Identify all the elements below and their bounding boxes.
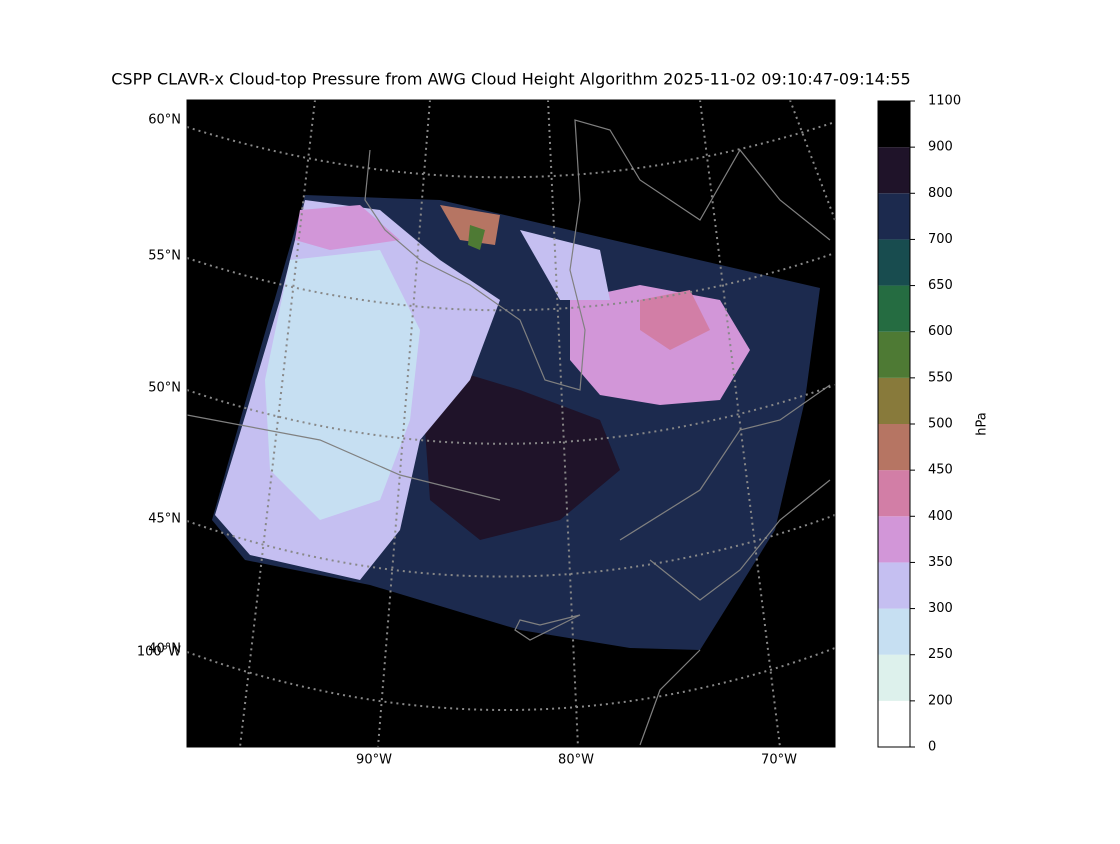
colorbar-tick-label: 500 xyxy=(928,417,953,432)
colorbar-tick-label: 450 xyxy=(928,463,953,478)
coastline xyxy=(186,119,831,746)
colorbar-tick-label: 650 xyxy=(928,278,953,293)
colorbar-segment xyxy=(878,654,910,701)
colorbar-label: hPa xyxy=(975,412,990,435)
meridian xyxy=(239,99,316,748)
cloud-region xyxy=(295,205,400,250)
colorbar-tick-label: 600 xyxy=(928,324,953,339)
lon-label: 80°W xyxy=(558,753,594,768)
parallel xyxy=(186,514,836,578)
title: CSPP CLAVR-x Cloud-top Pressure from AWG… xyxy=(111,70,910,89)
cloud-region xyxy=(640,290,710,350)
colorbar: 0 200 250 300 350 400 450 500 550 600 650 700 800 900… xyxy=(877,94,961,755)
colorbar-tick-label: 300 xyxy=(928,601,953,616)
lat-label: 55°N xyxy=(148,249,181,264)
colorbar-segment xyxy=(878,562,910,609)
parallel xyxy=(186,647,836,711)
colorbar-segment xyxy=(878,331,910,378)
lon-label: 90°W xyxy=(356,753,392,768)
lat-label: 60°N xyxy=(148,113,181,128)
colorbar-tick-label: 1100 xyxy=(928,94,961,109)
graticule xyxy=(186,99,836,748)
colorbar-segment xyxy=(878,470,910,517)
colorbar-tick-label: 900 xyxy=(928,140,953,155)
colorbar-tick-label: 350 xyxy=(928,555,953,570)
colorbar-tick-label: 800 xyxy=(928,186,953,201)
colorbar-tick-label: 200 xyxy=(928,693,953,708)
colorbar-segment xyxy=(878,424,910,471)
cloud-region xyxy=(265,250,420,520)
cloud-region xyxy=(468,225,485,250)
map-frame xyxy=(186,99,836,748)
parallel xyxy=(186,384,836,445)
colorbar-segment xyxy=(878,377,910,424)
colorbar-segment xyxy=(878,239,910,286)
colorbar-segment xyxy=(878,285,910,332)
lon-label: 70°W xyxy=(761,753,797,768)
parallel xyxy=(186,252,836,312)
colorbar-tick-label: 250 xyxy=(928,647,953,662)
colorbar-tick-label: 550 xyxy=(928,370,953,385)
colorbar-segment xyxy=(878,608,910,655)
map: 60°N 55°N 50°N 45°N 40°N 100°W 90°W 80°W… xyxy=(137,99,836,768)
cloud-region xyxy=(520,230,610,300)
lat-label: 40°N xyxy=(148,642,181,657)
colorbar-segment xyxy=(878,101,910,148)
meridian xyxy=(699,99,781,748)
cloud-region xyxy=(420,360,620,540)
colorbar-tick-label: 0 xyxy=(928,740,936,755)
lat-label: 45°N xyxy=(148,512,181,527)
cloud-region xyxy=(570,285,750,405)
colorbar-segment xyxy=(878,516,910,563)
lat-label: 50°N xyxy=(148,381,181,396)
colorbar-segment xyxy=(878,147,910,194)
colorbar-tick-label: 700 xyxy=(928,232,953,247)
colorbar-segment xyxy=(878,193,910,240)
colorbar-tick-label: 400 xyxy=(928,509,953,524)
colorbar-segment xyxy=(878,700,910,747)
meridian xyxy=(377,99,431,748)
lon-label: 100°W xyxy=(137,645,181,660)
